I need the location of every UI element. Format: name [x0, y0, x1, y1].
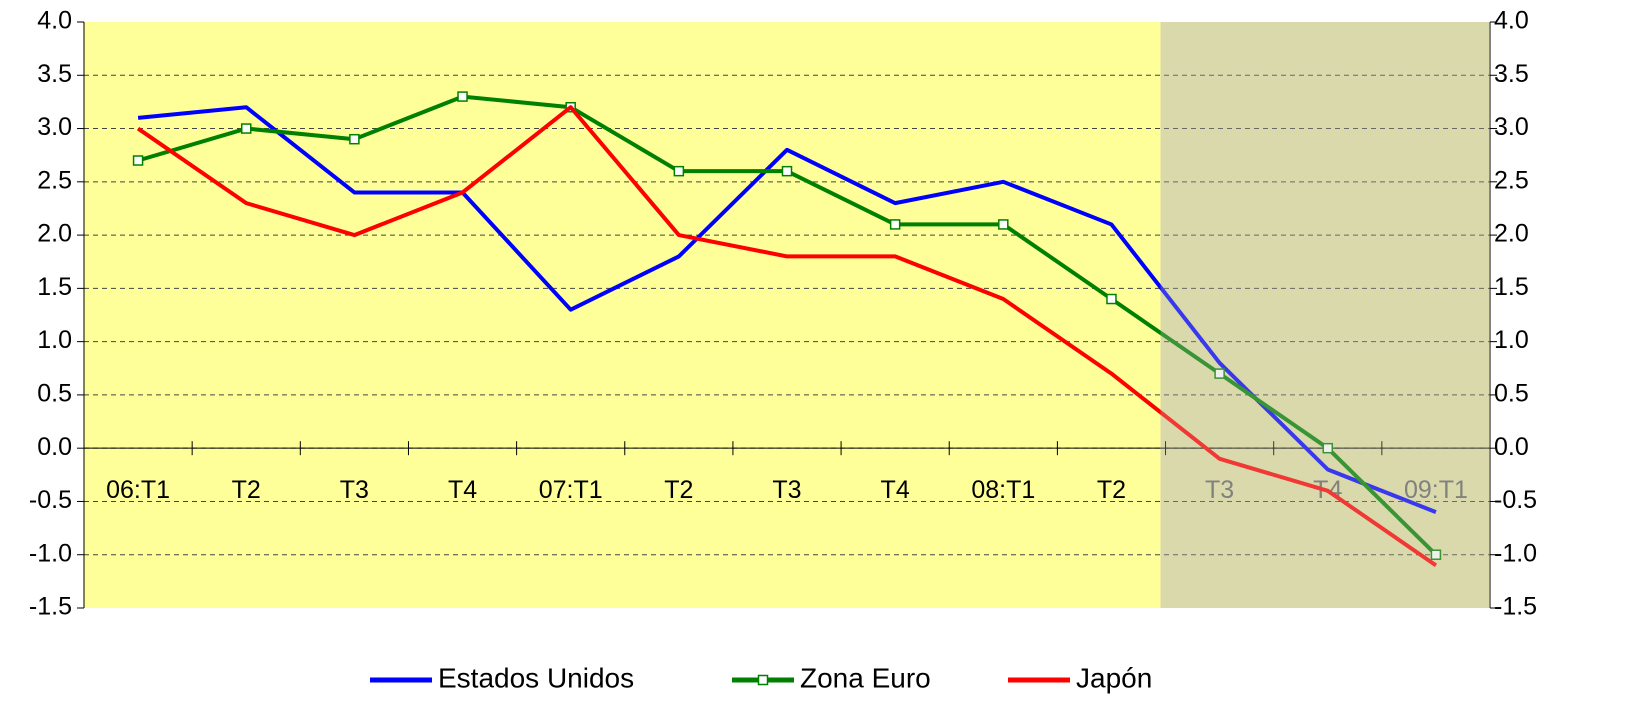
series-marker [1106, 293, 1117, 305]
series-marker [889, 219, 901, 230]
x-tick-label: T3 [772, 476, 801, 504]
series-marker [240, 123, 252, 134]
series-marker [1214, 368, 1225, 379]
series-line [137, 105, 1437, 514]
y2-tick-label: 2.0 [1494, 220, 1529, 248]
y-tick-label: -1.0 [29, 539, 72, 567]
y-tick-label: 2.5 [37, 166, 72, 194]
x-tick-label: 09:T1 [1404, 476, 1468, 504]
y-tick-label: 3.5 [37, 60, 72, 88]
x-tick-label: T4 [881, 476, 910, 504]
y-tick-label: -0.5 [29, 486, 72, 514]
legend-marker [757, 674, 769, 686]
y2-tick-label: 0.5 [1494, 380, 1529, 408]
x-tick-label: T3 [340, 476, 369, 504]
series-marker [781, 165, 793, 177]
series-marker [998, 219, 1009, 230]
legend-label: Zona Euro [800, 662, 931, 693]
series-line [136, 105, 1438, 568]
legend-label: Estados Unidos [438, 662, 634, 693]
x-tick-label: T2 [232, 476, 261, 504]
forecast-overlay [1160, 22, 1490, 608]
y-tick-label: 4.0 [37, 7, 72, 35]
x-tick-label: T4 [448, 476, 477, 504]
y2-tick-label: 4.0 [1494, 7, 1529, 35]
series-marker [132, 155, 144, 166]
legend-label: Japón [1076, 662, 1152, 693]
x-tick-label: T3 [1205, 476, 1234, 504]
series-marker [1322, 442, 1334, 454]
y2-tick-label: -0.5 [1494, 486, 1537, 514]
series-marker [673, 165, 685, 177]
y2-tick-label: 2.5 [1494, 166, 1529, 194]
x-tick-label: T2 [664, 476, 693, 504]
x-tick-label: T2 [1097, 476, 1126, 504]
y-tick-label: 0.0 [37, 433, 72, 461]
y2-tick-label: 3.5 [1494, 60, 1529, 88]
y2-tick-label: 1.0 [1494, 326, 1529, 354]
x-tick-label: 08:T1 [971, 476, 1035, 504]
y2-tick-label: -1.0 [1494, 539, 1537, 567]
x-tick-label: 06:T1 [106, 476, 170, 504]
x-tick-label: 07:T1 [539, 476, 603, 504]
y-tick-label: 2.0 [37, 220, 72, 248]
y2-tick-label: 1.5 [1494, 273, 1529, 301]
y-tick-label: 0.5 [37, 380, 72, 408]
series-marker [349, 133, 360, 145]
y-tick-label: -1.5 [29, 593, 72, 621]
y-tick-label: 3.0 [37, 113, 72, 141]
series-marker [457, 91, 468, 102]
y2-tick-label: 0.0 [1494, 433, 1529, 461]
y2-tick-label: 3.0 [1494, 113, 1529, 141]
series-marker [1430, 549, 1442, 560]
y2-tick-label: -1.5 [1494, 593, 1537, 621]
y-tick-label: 1.0 [37, 326, 72, 354]
y-tick-label: 1.5 [37, 273, 72, 301]
